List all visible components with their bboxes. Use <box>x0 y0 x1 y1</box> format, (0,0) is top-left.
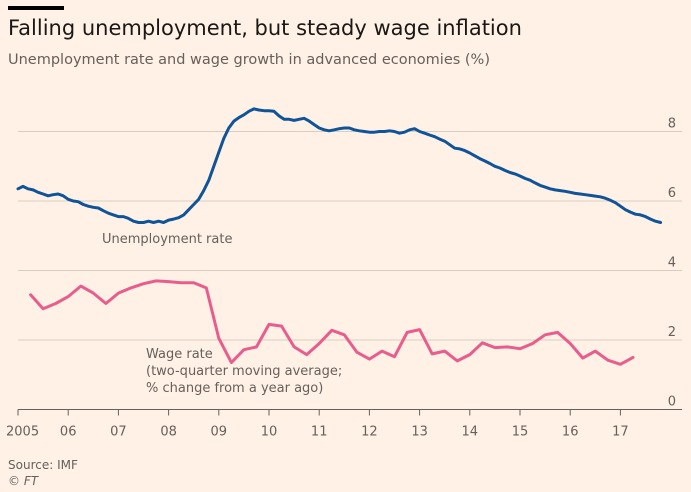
wage-rate-label-0: Wage rate <box>146 347 213 362</box>
y-tick-label-4: 4 <box>668 256 676 271</box>
x-tick-label-08: 08 <box>160 425 177 440</box>
x-tick-label-09: 09 <box>211 425 228 440</box>
ft-top-bar <box>8 6 64 10</box>
chart-title: Falling unemployment, but steady wage in… <box>8 16 522 40</box>
unemployment-rate-line <box>16 107 663 224</box>
credit-note: © FT <box>8 474 39 488</box>
series-layer <box>16 107 663 366</box>
chart-subtitle: Unemployment rate and wage growth in adv… <box>8 52 490 68</box>
x-tick-label-14: 14 <box>462 425 479 440</box>
wage-rate-label-1: (two-quarter moving average; <box>146 364 342 379</box>
annotations: Unemployment rate Wage rate (two-quarter m… <box>102 232 342 396</box>
gridlines <box>18 131 682 410</box>
y-tick-label-0: 0 <box>668 395 676 410</box>
y-tick-label-8: 8 <box>668 117 676 132</box>
x-tick-label-2005: 2005 <box>6 425 39 440</box>
x-tick-label-15: 15 <box>512 425 529 440</box>
x-tick-label-06: 06 <box>60 425 77 440</box>
x-tick-label-11: 11 <box>311 425 328 440</box>
y-tick-label-2: 2 <box>668 325 676 340</box>
wage-rate-line <box>29 279 635 366</box>
x-tick-label-13: 13 <box>411 425 428 440</box>
x-tick-label-07: 07 <box>110 425 127 440</box>
x-tick-label-10: 10 <box>261 425 278 440</box>
x-tick-label-17: 17 <box>612 425 629 440</box>
y-tick-label-6: 6 <box>668 186 676 201</box>
unemployment-rate-label-0: Unemployment rate <box>102 232 232 247</box>
x-axis: 2005 06 07 08 09 10 11 12 13 14 15 16 17 <box>6 409 629 440</box>
x-tick-label-12: 12 <box>361 425 378 440</box>
wage-rate-label-2: % change from a year ago) <box>146 381 323 396</box>
source-note: Source: IMF <box>8 458 78 472</box>
x-tick-label-16: 16 <box>562 425 579 440</box>
y-axis: 0 2 4 6 8 <box>668 117 676 410</box>
